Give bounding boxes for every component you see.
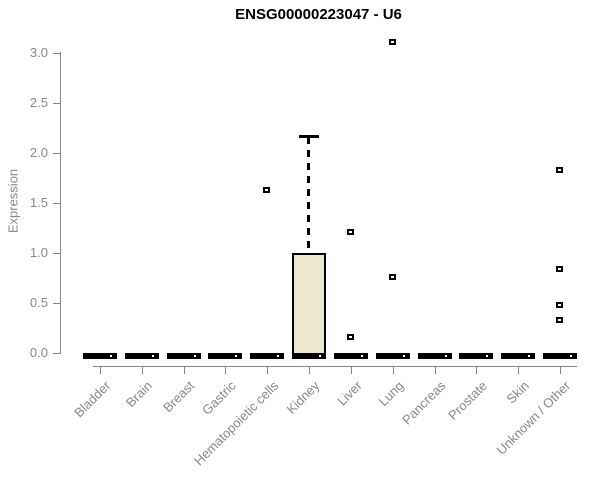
outlier-marker bbox=[346, 229, 354, 235]
y-tick-label: 0.5 bbox=[29, 295, 48, 310]
x-category-label-text: Lung bbox=[375, 378, 407, 410]
x-tick bbox=[225, 366, 227, 374]
x-category-label-text: Breast bbox=[160, 378, 198, 416]
y-tick-label: 0.0 bbox=[29, 345, 48, 360]
x-tick bbox=[100, 366, 101, 374]
outlier-marker bbox=[556, 266, 563, 272]
x-tick bbox=[267, 366, 269, 374]
x-category-label-text: Unknown / Other bbox=[494, 378, 574, 458]
x-tick bbox=[309, 366, 311, 374]
outlier-marker bbox=[388, 274, 396, 280]
y-tick-label: 1.5 bbox=[29, 195, 48, 210]
y-tick bbox=[53, 153, 60, 154]
x-tick bbox=[392, 366, 394, 374]
outlier-marker bbox=[556, 302, 563, 308]
x-axis-line bbox=[93, 366, 577, 367]
median-bar bbox=[459, 353, 494, 359]
median-bar bbox=[333, 353, 368, 359]
median-bar bbox=[124, 353, 159, 359]
y-tick-label: 3.0 bbox=[29, 45, 48, 60]
x-tick bbox=[476, 366, 478, 374]
median-bar bbox=[501, 353, 536, 359]
x-tick bbox=[141, 366, 143, 374]
whisker-line bbox=[307, 137, 311, 253]
x-tick bbox=[183, 366, 185, 374]
y-tick bbox=[53, 253, 60, 254]
y-axis-line bbox=[60, 52, 61, 354]
x-category-label-text: Bladder bbox=[71, 378, 114, 421]
whisker-cap bbox=[299, 135, 320, 138]
y-tick bbox=[53, 103, 60, 104]
x-tick bbox=[518, 366, 520, 374]
median-bar bbox=[375, 353, 410, 359]
median-bar bbox=[83, 353, 117, 359]
outlier-marker bbox=[263, 187, 271, 193]
median-bar bbox=[417, 353, 452, 359]
outlier-marker bbox=[556, 167, 563, 173]
outlier-marker bbox=[346, 334, 354, 340]
y-tick-label: 2.5 bbox=[29, 95, 48, 110]
median-bar bbox=[543, 353, 577, 359]
x-category-label-text: Prostate bbox=[445, 378, 490, 423]
y-tick-label: 2.0 bbox=[29, 145, 48, 160]
outlier-marker bbox=[388, 39, 396, 45]
x-category-label-text: Pancreas bbox=[398, 378, 449, 428]
y-tick bbox=[53, 353, 60, 354]
y-tick bbox=[53, 53, 60, 54]
y-tick bbox=[53, 303, 60, 304]
x-category-label-text: Kidney bbox=[283, 378, 323, 417]
y-tick bbox=[53, 203, 60, 204]
x-tick bbox=[350, 366, 352, 374]
median-bar bbox=[208, 353, 243, 359]
plot-title: ENSG00000223047 - U6 bbox=[235, 6, 402, 23]
outlier-marker bbox=[556, 317, 563, 323]
box bbox=[292, 253, 327, 359]
x-category-label-text: Skin bbox=[503, 378, 532, 407]
median-bar bbox=[292, 353, 327, 359]
x-tick bbox=[560, 366, 561, 374]
median-bar bbox=[250, 353, 285, 359]
x-category-label-text: Gastric bbox=[199, 378, 240, 418]
y-tick-label: 1.0 bbox=[29, 245, 48, 260]
x-tick bbox=[434, 366, 436, 374]
x-category-label-text: Liver bbox=[333, 378, 365, 409]
median-bar bbox=[166, 353, 201, 359]
x-category-label-text: Brain bbox=[123, 378, 156, 411]
